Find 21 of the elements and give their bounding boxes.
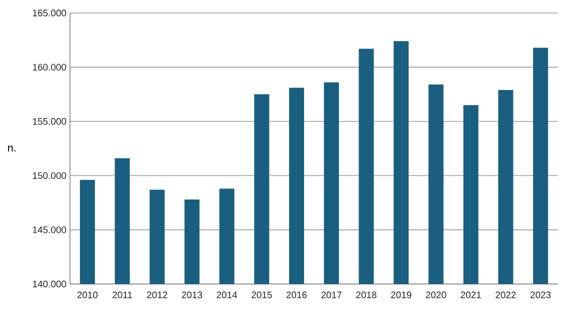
y-tick-label: 160.000 <box>32 64 66 71</box>
y-axis-title: n. <box>8 146 16 152</box>
x-tick-label: 2020 <box>426 292 446 298</box>
x-tick-label: 2023 <box>530 292 551 298</box>
y-tick-label: 150.000 <box>32 172 66 179</box>
x-tick-label: 2018 <box>356 292 376 298</box>
y-tick-label: 155.000 <box>32 118 66 125</box>
y-tick-label: 140.000 <box>32 280 66 288</box>
x-tick-label: 2011 <box>112 292 132 298</box>
x-tick-label: 2022 <box>496 292 516 298</box>
y-tick-label: 165.000 <box>32 10 66 16</box>
x-tick-label: 2015 <box>252 292 272 298</box>
x-tick-label: 2014 <box>216 292 238 298</box>
x-tick-label: 2017 <box>321 292 342 298</box>
x-tick-label: 2016 <box>286 292 307 298</box>
x-tick-label: 2012 <box>147 292 168 298</box>
y-tick-label: 145.000 <box>32 226 66 234</box>
x-tick-label: 2010 <box>77 292 98 298</box>
x-tick-label: 2013 <box>182 292 202 298</box>
x-tick-label: 2021 <box>460 292 481 298</box>
x-tick-label: 2019 <box>391 292 412 298</box>
